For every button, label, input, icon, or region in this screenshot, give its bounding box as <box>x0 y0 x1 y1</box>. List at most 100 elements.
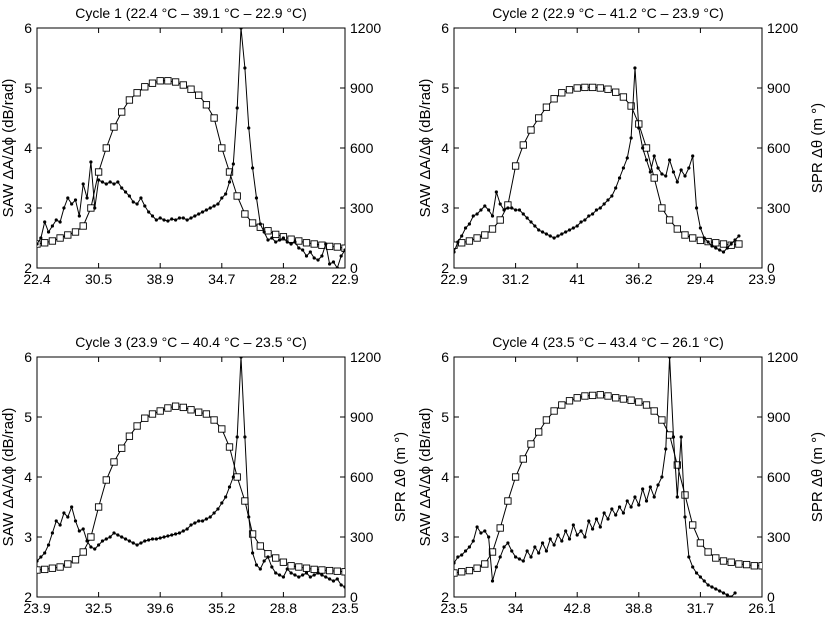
spr-point <box>514 208 518 212</box>
spr-point <box>575 533 579 537</box>
saw-point <box>148 79 157 87</box>
spr-point <box>147 210 151 214</box>
spr-point <box>718 589 722 593</box>
spr-point <box>617 505 622 509</box>
spr-point <box>702 236 706 240</box>
y-right-tick-label: 300 <box>350 529 374 545</box>
spr-point <box>158 536 162 540</box>
y-left-tick-label: 2 <box>441 589 449 605</box>
plot-frame <box>36 356 346 598</box>
saw-point <box>619 395 628 403</box>
x-tick-label: 38.8 <box>625 600 652 616</box>
spr-point <box>324 575 328 579</box>
saw-point <box>210 114 218 122</box>
spr-point <box>498 202 502 206</box>
spr-point <box>560 539 564 543</box>
y-right-tick-label: 300 <box>767 200 791 216</box>
saw-series <box>37 77 345 252</box>
spr-point <box>517 208 522 212</box>
spr-point <box>277 573 282 577</box>
x-tick-label: 36.2 <box>625 271 652 287</box>
spr-point <box>85 196 89 200</box>
saw-point <box>535 428 543 436</box>
spr-point <box>100 539 105 543</box>
saw-point <box>542 416 551 424</box>
y-left-tick-label: 5 <box>24 80 32 96</box>
chart-panel-3: Cycle 3 (23.9 °C – 40.4 °C – 23.5 °C) 23.… <box>0 334 409 616</box>
y-left-tick-label: 2 <box>24 260 32 276</box>
saw-point <box>210 416 218 424</box>
spr-point <box>39 236 43 240</box>
y-left-tick-label: 5 <box>24 409 32 425</box>
spr-point <box>660 475 664 479</box>
saw-point <box>218 144 226 152</box>
saw-point <box>133 422 141 430</box>
y-left-axis-label: SAW ΔA/Δϕ (dB/rad) <box>417 79 434 218</box>
saw-point <box>310 240 318 248</box>
chart-panels: Cycle 1 (22.4 °C – 39.1 °C – 22.9 °C) 22.… <box>0 5 826 616</box>
saw-point <box>642 144 651 152</box>
spr-point <box>81 527 85 531</box>
spr-point <box>656 483 660 487</box>
spr-point <box>81 182 85 186</box>
saw-point <box>481 560 489 568</box>
spr-point <box>85 539 89 543</box>
spr-point <box>135 202 139 206</box>
spr-point <box>312 256 316 260</box>
spr-point <box>483 204 487 208</box>
y-right-tick-label: 1200 <box>767 20 798 36</box>
y-right-tick-label: 900 <box>350 80 374 96</box>
spr-point <box>679 435 683 439</box>
saw-point <box>225 168 234 176</box>
saw-point <box>94 168 103 176</box>
spr-point <box>231 475 235 479</box>
saw-point <box>37 566 41 574</box>
x-tick-label: 41 <box>569 271 585 287</box>
saw-point <box>596 391 604 399</box>
saw-point <box>64 560 72 568</box>
spr-point <box>633 495 637 499</box>
spr-point <box>544 232 549 236</box>
spr-point <box>641 146 645 150</box>
y-right-axis-label: SPR Δθ (m °) <box>392 432 409 522</box>
spr-point <box>301 248 305 252</box>
saw-point <box>604 85 612 93</box>
y-left-tick-label: 6 <box>441 349 449 365</box>
spr-point <box>277 238 282 242</box>
saw-point <box>681 491 689 499</box>
saw-point <box>48 237 57 245</box>
spr-point <box>285 567 289 571</box>
spr-point <box>185 218 189 222</box>
saw-point <box>333 243 341 251</box>
spr-point <box>108 180 112 184</box>
spr-series <box>37 357 345 589</box>
saw-point <box>473 564 481 572</box>
saw-point <box>79 548 87 556</box>
spr-point <box>617 176 622 180</box>
spr-point <box>120 186 124 190</box>
x-tick-label: 23.9 <box>23 600 50 616</box>
spr-point <box>564 230 568 234</box>
saw-point <box>581 392 589 400</box>
spr-point <box>598 206 602 210</box>
spr-point <box>460 553 464 557</box>
saw-point <box>627 396 635 404</box>
spr-point <box>193 521 197 525</box>
spr-point <box>629 136 633 140</box>
saw-point <box>102 476 110 484</box>
saw-point <box>542 103 551 111</box>
saw-point <box>465 566 474 575</box>
x-tick-label: 38.9 <box>147 271 174 287</box>
spr-point <box>479 531 483 535</box>
spr-point <box>502 545 506 549</box>
saw-point <box>650 174 658 182</box>
spr-point <box>43 551 47 555</box>
saw-point <box>504 497 512 505</box>
y-right-tick-label: 0 <box>350 260 358 276</box>
saw-point <box>511 162 520 170</box>
spr-point <box>174 218 178 222</box>
saw-point <box>642 401 651 409</box>
saw-point <box>673 461 681 469</box>
y-right-tick-label: 1200 <box>767 349 798 365</box>
spr-point <box>471 214 475 218</box>
